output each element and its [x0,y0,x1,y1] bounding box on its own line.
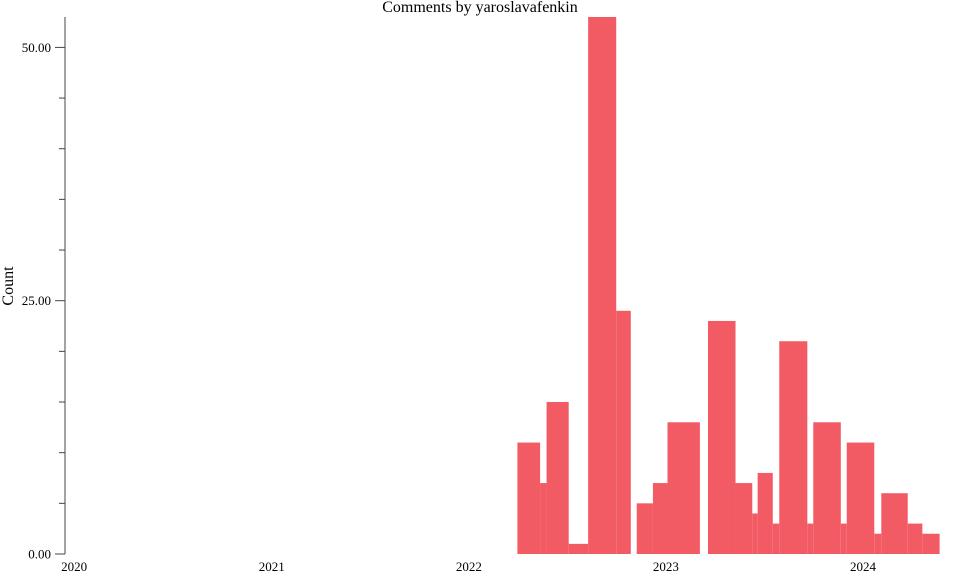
bar [667,422,700,554]
y-tick-label: 0.00 [28,547,51,562]
x-tick-label: 2022 [456,559,482,574]
bar [652,483,668,554]
bar [813,422,841,554]
y-tick-label: 50.00 [22,40,51,55]
bar [579,543,589,554]
bar [840,523,847,554]
bar [874,533,882,554]
bar [881,493,908,554]
chart-title: Comments by yaroslavafenkin [382,0,578,16]
x-tick-label: 2023 [653,559,679,574]
x-tick-label: 2020 [61,559,87,574]
bar [517,442,541,554]
y-axis-label: Count [0,266,17,306]
bar [779,341,808,554]
x-ticks-layer: 2020 2021 2022 2023 2024 [61,559,876,574]
bar [588,17,617,554]
bar [757,472,773,554]
bars-layer [517,17,940,554]
x-tick-label: 2024 [850,559,877,574]
bar [636,503,653,554]
bar [540,483,547,554]
bar [922,533,940,554]
bar [752,513,758,554]
bar [546,402,569,554]
bar [568,543,580,554]
bar [735,483,753,554]
y-tick-label: 25.00 [22,293,51,308]
x-tick-label: 2021 [259,559,285,574]
bar [846,442,875,554]
bar [616,310,631,554]
bar [907,523,923,554]
bar [772,523,780,554]
y-ticks-layer: 0.00 25.00 50.00 [22,40,65,562]
bar [707,320,736,554]
bar [807,523,814,554]
